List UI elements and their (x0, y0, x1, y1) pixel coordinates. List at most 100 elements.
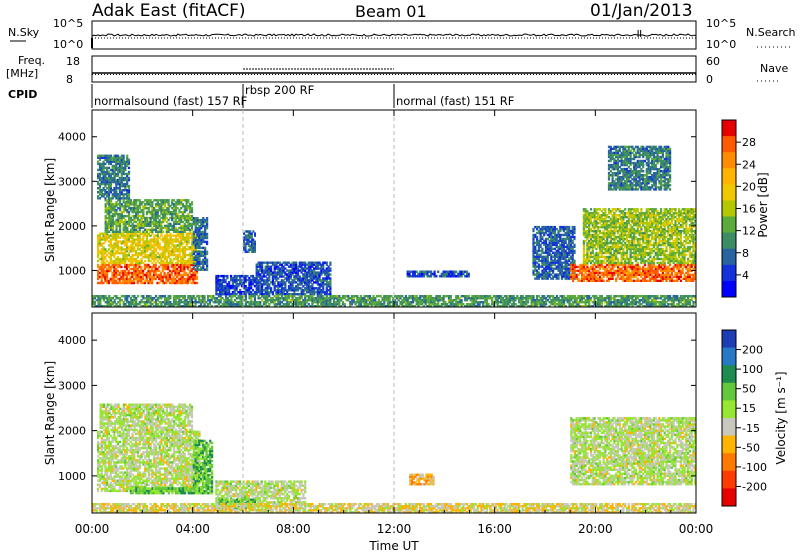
power-cell-11 (589, 235, 593, 239)
power-cell-6 (262, 261, 265, 264)
power-cell-6 (280, 265, 283, 268)
power-cell-10 (611, 263, 614, 267)
power-cell-11 (591, 222, 594, 225)
power-cell-10 (570, 263, 573, 267)
power-cell-3 (107, 191, 111, 194)
power-cell-11 (651, 231, 654, 235)
power-cell-0 (106, 267, 109, 271)
power-cell-7 (247, 236, 250, 239)
power-cell-4 (200, 246, 203, 250)
power-cell-1 (118, 236, 121, 239)
power-cell-6 (286, 293, 289, 296)
power-cell-6 (280, 279, 283, 282)
power-cell-6 (291, 279, 294, 282)
power-cell-9 (548, 263, 551, 266)
power-cell-11 (586, 249, 589, 253)
power-cell-4 (200, 268, 203, 271)
power-cell-1 (183, 256, 187, 259)
power-cell-1 (189, 254, 192, 257)
power-cell-3 (122, 178, 125, 182)
power-cell-9 (555, 273, 558, 276)
power-cell-2 (156, 224, 159, 228)
power-cell-6 (300, 263, 303, 266)
power-cell-1 (151, 254, 154, 257)
power-cell-10 (654, 267, 657, 271)
power-cell-11 (598, 237, 602, 241)
power-cell-2 (145, 228, 149, 231)
power-cell-7 (246, 230, 249, 233)
power-cell-2 (119, 199, 122, 202)
power-cell-0 (192, 275, 195, 279)
power-cell-9 (555, 255, 558, 258)
power-cell-7 (244, 230, 247, 233)
power-cell-10 (602, 271, 605, 275)
power-cell-1 (189, 259, 192, 263)
power-cell-1 (187, 242, 190, 245)
power-cell-11 (649, 233, 652, 237)
power-cell-6 (295, 289, 298, 292)
power-cell-1 (120, 259, 123, 263)
power-cell-10 (629, 263, 632, 267)
power-cell-10 (652, 277, 656, 280)
power-cell-10 (589, 265, 593, 269)
power-cell-11 (613, 212, 616, 215)
power-cell-10 (609, 275, 612, 279)
power-cell-6 (273, 261, 276, 264)
power-cell-11 (642, 235, 645, 239)
power-cell-2 (154, 220, 158, 224)
power-cell-11 (602, 241, 605, 245)
power-cell-9 (568, 263, 571, 266)
power-cell-6 (255, 293, 258, 296)
power-cell-8 (412, 270, 415, 274)
power-cell-2 (110, 209, 113, 212)
power-cell-9 (569, 261, 573, 264)
power-cell-11 (604, 241, 607, 245)
power-cell-11 (600, 237, 603, 241)
power-cell-0 (151, 279, 154, 283)
power-cell-1 (182, 234, 185, 237)
power-cell-10 (625, 273, 629, 277)
power-cell-7 (252, 240, 255, 243)
power-cell-9 (550, 229, 553, 233)
power-cell-1 (144, 234, 147, 237)
power-cell-1 (171, 259, 174, 263)
power-cell-11 (595, 235, 598, 239)
power-cell-0 (125, 279, 128, 283)
power-cell-1 (164, 242, 167, 245)
power-cell-3 (113, 193, 116, 196)
power-cell-6 (316, 287, 319, 290)
power-cell-9 (553, 243, 556, 247)
power-cell-0 (104, 263, 107, 267)
power-cell-1 (120, 250, 123, 253)
power-cell-11 (633, 214, 636, 217)
power-cell-11 (586, 214, 589, 217)
power-cell-3 (111, 189, 114, 192)
power-cell-11 (609, 239, 612, 243)
power-cell-1 (135, 254, 138, 257)
power-cell-10 (685, 277, 688, 280)
power-cell-9 (555, 233, 558, 237)
power-cell-6 (302, 281, 305, 284)
power-cell-2 (189, 209, 192, 212)
power-cell-9 (534, 261, 537, 264)
power-cell-4 (192, 258, 195, 261)
power-cell-10 (669, 263, 672, 267)
power-cell-10 (647, 279, 650, 282)
power-cell-9 (552, 229, 555, 233)
power-cell-9 (564, 267, 567, 270)
power-cell-10 (652, 279, 656, 282)
power-cell-7 (249, 248, 252, 251)
power-cell-6 (304, 277, 307, 280)
power-cell-4 (202, 262, 205, 265)
power-cell-2 (128, 201, 131, 204)
power-cell-0 (168, 269, 172, 273)
power-cell-6 (268, 275, 271, 278)
power-cell-11 (609, 218, 612, 221)
power-cell-6 (309, 271, 312, 274)
power-cell-1 (115, 259, 118, 263)
power-cell-9 (552, 225, 555, 229)
power-cell-9 (541, 269, 544, 272)
power-cell-9 (555, 227, 558, 231)
power-cell-1 (160, 257, 163, 261)
power-cell-11 (627, 247, 630, 251)
